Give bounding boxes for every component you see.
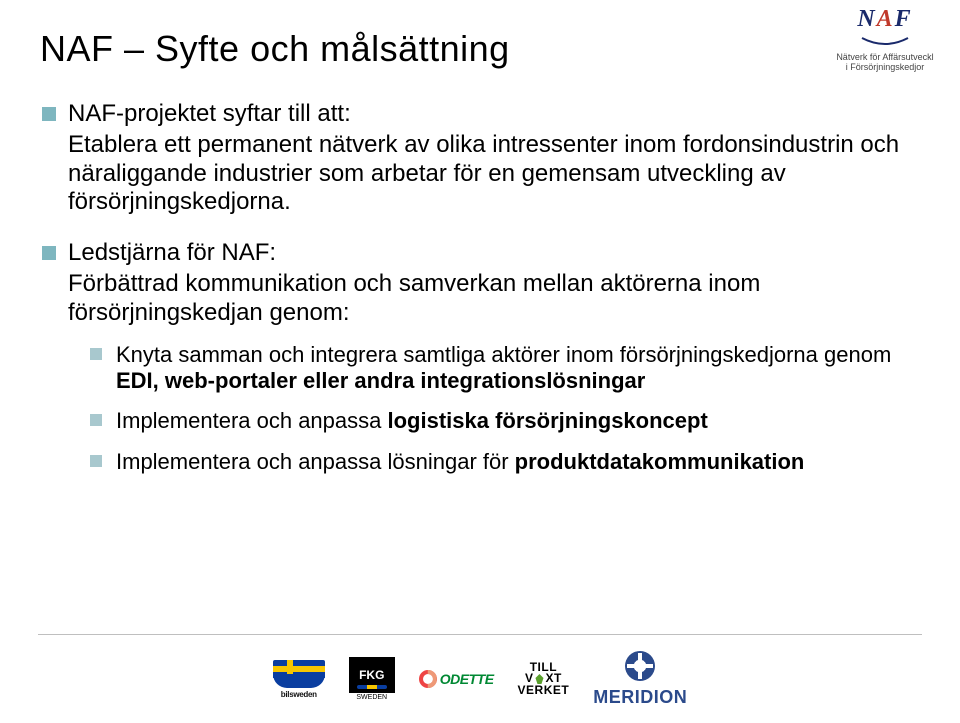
bullet-1-lead: NAF-projektet syftar till att: — [68, 100, 920, 129]
bilsweden-label: bilsweden — [281, 690, 317, 699]
bullet-2-body: Förbättrad kommunikation och samverkan m… — [68, 270, 920, 328]
fkg-sub-label: SWEDEN — [356, 694, 387, 701]
sub-bullet-3-pre: Implementera och anpassa lösningar för — [116, 449, 515, 474]
sub-bullet-3: Implementera och anpassa lösningar för p… — [88, 449, 920, 475]
bullet-2: Ledstjärna för NAF: Förbättrad kommunika… — [40, 239, 920, 475]
logo-odette: ODETTE — [419, 670, 494, 688]
bullet-1: NAF-projektet syftar till att: Etablera … — [40, 100, 920, 217]
corner-logo: NAF Nätverk för Affärsutveckl i Försörjn… — [820, 6, 950, 73]
tillvaxt-line-3: VERKET — [518, 685, 570, 696]
tillvaxt-text: TILL V XT VERKET — [518, 662, 570, 696]
logo-subtitle-2: i Försörjningskedjor — [820, 63, 950, 73]
logo-letter-f: F — [895, 6, 913, 32]
sub-bullet-1-strong: EDI, web-portaler eller andra integratio… — [116, 368, 645, 393]
meridion-icon — [625, 651, 655, 681]
logo-bilsweden: bilsweden — [273, 660, 325, 699]
sub-bullet-2-pre: Implementera och anpassa — [116, 408, 388, 433]
bullet-2-lead: Ledstjärna för NAF: — [68, 239, 920, 268]
content-area: NAF-projektet syftar till att: Etablera … — [40, 100, 920, 475]
logo-meridion: MERIDION — [593, 651, 687, 708]
odette-icon: ODETTE — [419, 670, 494, 688]
logo-fkg: FKG SWEDEN — [349, 657, 395, 701]
sub-bullet-1: Knyta samman och integrera samtliga aktö… — [88, 342, 920, 395]
sub-bullet-3-strong: produktdatakommunikation — [515, 449, 805, 474]
meridion-label: MERIDION — [593, 687, 687, 708]
bilsweden-icon — [273, 660, 325, 688]
logo-naf-text: NAF — [820, 6, 950, 33]
footer-logos: bilsweden FKG SWEDEN ODETTE TILL V XT VE… — [0, 653, 960, 705]
sub-bullet-1-pre: Knyta samman och integrera samtliga aktö… — [116, 342, 891, 367]
footer-divider — [38, 634, 922, 635]
sub-bullet-2-strong: logistiska försörjningskoncept — [388, 408, 708, 433]
logo-tillvaxtverket: TILL V XT VERKET — [518, 662, 570, 696]
sub-bullet-2: Implementera och anpassa logistiska förs… — [88, 408, 920, 434]
logo-letter-a: A — [877, 6, 895, 32]
page-title: NAF – Syfte och målsättning — [40, 28, 920, 70]
fkg-icon: FKG — [349, 657, 395, 693]
logo-arc-icon — [860, 36, 910, 46]
odette-label: ODETTE — [440, 671, 494, 687]
slide: NAF Nätverk för Affärsutveckl i Försörjn… — [0, 0, 960, 723]
bullet-1-body: Etablera ett permanent nätverk av olika … — [68, 131, 920, 217]
fkg-text: FKG — [359, 668, 384, 682]
logo-letter-n: N — [857, 6, 876, 32]
